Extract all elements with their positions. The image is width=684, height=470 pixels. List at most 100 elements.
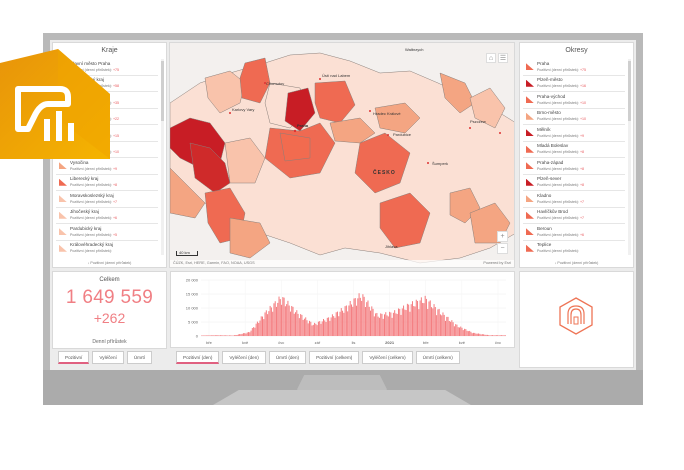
list-item-text: Plzeň-město Pozitivní (denní přírůstek): … — [537, 77, 586, 89]
list-item-metric: Pozitivní (denní přírůstek): — [537, 248, 579, 254]
svg-text:Praha: Praha — [297, 123, 309, 128]
legend-swatch-icon — [526, 145, 534, 153]
chart-tab-umrti-celkem[interactable]: Úmrtí (celkem) — [415, 351, 460, 364]
svg-text:kvě: kvě — [242, 340, 249, 345]
svg-text:bře: bře — [206, 340, 213, 345]
svg-text:2021: 2021 — [385, 340, 395, 345]
map-attribution: ČÚZK, Esri, HERE, Garmin, FAO, NOAA, USG… — [170, 260, 514, 267]
kraje-sort-label[interactable]: ↓ Pozitivní (denní přírůstek) — [87, 261, 132, 265]
metric-value: +5 — [112, 232, 118, 237]
legend-swatch-icon — [526, 96, 534, 104]
list-item[interactable]: Kladno Pozitivní (denní přírůstek): +7 — [523, 191, 625, 208]
svg-text:kvě: kvě — [459, 340, 466, 345]
list-item-name: Vysočina — [70, 159, 89, 165]
metric-value: +10 — [579, 117, 587, 122]
brand-logo-icon — [559, 297, 593, 335]
map-view[interactable]: Praha Pardubice Hradec Králové Karlovy V… — [169, 42, 515, 268]
metric-value: +15 — [112, 133, 120, 138]
metric-value: +16 — [579, 84, 587, 89]
list-item-name: Mladá Boleslav — [537, 143, 569, 149]
list-item-metric: Pozitivní (denní přírůstek): +9 — [537, 133, 584, 139]
metric-value: +9 — [579, 133, 585, 138]
svg-text:čvc: čvc — [278, 340, 284, 345]
chart-tab-umrti-den[interactable]: Úmrtí (den) — [268, 351, 307, 364]
svg-text:0: 0 — [196, 334, 199, 339]
legend-swatch-icon — [526, 129, 534, 137]
list-item[interactable]: Praha-západ Pozitivní (denní přírůstek): … — [523, 158, 625, 175]
list-item-text: Praha-západ Pozitivní (denní přírůstek): … — [537, 160, 584, 172]
metric-label: Pozitivní (denní přírůstek): — [70, 67, 112, 72]
timeseries-chart[interactable]: 0 5 000 10 000 15 000 20 000 bře kvě čvc zář lis 2… — [170, 271, 515, 348]
list-item-metric: Pozitivní (denní přírůstek): +8 — [537, 182, 584, 188]
list-item-text: Praha Pozitivní (denní přírůstek): +75 — [537, 61, 586, 73]
list-item-metric: Pozitivní (denní přírůstek): +8 — [537, 149, 584, 155]
svg-text:Wałbrzych: Wałbrzych — [405, 47, 424, 52]
bar-chart[interactable]: 0 5 000 10 000 15 000 20 000 bře kvě čvc zář lis 2… — [171, 272, 516, 349]
list-item-metric: Pozitivní (denní přírůstek): +9 — [70, 166, 117, 172]
metric-label: Pozitivní (denní přírůstek): — [537, 166, 579, 171]
attribution-text: ČÚZK, Esri, HERE, Garmin, FAO, NOAA, USG… — [173, 261, 255, 265]
chart-tab-vyleceni-celkem[interactable]: Vyléčení (celkem) — [362, 351, 413, 364]
list-item[interactable]: Moravskoslezský kraj Pozitivní (denní pří… — [56, 191, 158, 208]
list-item[interactable]: Jihočeský kraj Pozitivní (denní přírůstek… — [56, 208, 158, 224]
metric-value: +35 — [112, 100, 120, 105]
map-scalebar: 40 km — [176, 251, 198, 256]
kpi-tab-pozitivni[interactable]: Pozitivní — [58, 351, 90, 364]
list-item[interactable]: Liberecký kraj Pozitivní (denní přírůstek… — [56, 175, 158, 191]
list-item[interactable]: Brno-město Pozitivní (denní přírůstek): +… — [523, 109, 625, 125]
legend-swatch-icon — [59, 211, 67, 219]
kpi-panel: Celkem 1 649 559 +262 Denní přírůstek — [52, 271, 167, 349]
chart-tab-pozitivni-celkem[interactable]: Pozitivní (celkem) — [309, 351, 360, 364]
list-item[interactable]: Havlíčkův Brod Pozitivní (denní přírůstek… — [523, 208, 625, 224]
svg-text:Šumperk: Šumperk — [432, 161, 448, 166]
list-item-metric: Pozitivní (denní přírůstek): — [70, 248, 113, 254]
list-item-text: Hlavní město Praha Pozitivní (denní přírů… — [70, 61, 119, 73]
legend-swatch-icon — [526, 244, 534, 252]
list-item-metric: Pozitivní (denní přírůstek): +7 — [537, 199, 584, 205]
list-item-metric: Pozitivní (denní přírůstek): +6 — [70, 215, 117, 221]
okresy-scrollbar[interactable] — [628, 59, 631, 255]
list-item-name: Kladno — [537, 192, 552, 198]
list-item[interactable]: Pardubický kraj Pozitivní (denní přírůste… — [56, 224, 158, 241]
list-item[interactable]: Plzeň-město Pozitivní (denní přírůstek): … — [523, 76, 625, 92]
okresy-list[interactable]: Praha Pozitivní (denní přírůstek): +75 Plz… — [523, 59, 625, 255]
list-item[interactable]: Teplice Pozitivní (denní přírůstek): — [523, 241, 625, 256]
layer-list-button[interactable]: ☰ — [498, 53, 508, 63]
list-item[interactable]: Beroun Pozitivní (denní přírůstek): +6 — [523, 224, 625, 241]
choropleth-map[interactable]: Praha Pardubice Hradec Králové Karlovy V… — [170, 43, 515, 268]
home-button[interactable]: ⌂ — [486, 53, 496, 63]
okresy-scroll-thumb[interactable] — [628, 61, 631, 121]
metric-label: Pozitivní (denní přírůstek): — [537, 100, 579, 105]
svg-text:Chomutov: Chomutov — [266, 81, 284, 86]
dashboard-screen: Kraje Hlavní město Praha Pozitivní (denní… — [50, 40, 636, 370]
kpi-subtitle: Denní přírůstek — [92, 339, 127, 345]
metric-value: +10 — [112, 150, 120, 155]
okresy-sort-label[interactable]: ↓ Pozitivní (denní přírůstek) — [554, 261, 599, 265]
kraje-scrollbar[interactable] — [161, 59, 164, 255]
list-item[interactable]: Mladá Boleslav Pozitivní (denní přírůstek… — [523, 142, 625, 158]
svg-text:ČESKO: ČESKO — [373, 169, 396, 176]
list-item-text: Kladno Pozitivní (denní přírůstek): +7 — [537, 193, 584, 205]
list-item[interactable]: Plzeň-sever Pozitivní (denní přírůstek): … — [523, 175, 625, 191]
list-item-metric: Pozitivní (denní přírůstek): +10 — [537, 100, 586, 106]
powered-by-esri[interactable]: Powered by Esri — [483, 261, 511, 265]
list-item[interactable]: Mělník Pozitivní (denní přírůstek): +9 — [523, 125, 625, 142]
list-item-text: Havlíčkův Brod Pozitivní (denní přírůstek… — [537, 209, 584, 221]
zoom-in-button[interactable]: + — [497, 231, 508, 242]
list-item[interactable]: Praha-východ Pozitivní (denní přírůstek):… — [523, 92, 625, 109]
list-item-metric: Pozitivní (denní přírůstek): +8 — [70, 182, 117, 188]
zoom-out-button[interactable]: − — [497, 243, 508, 254]
list-item[interactable]: Vysočina Pozitivní (denní přírůstek): +9 — [56, 158, 158, 175]
chart-tab-pozitivni-den[interactable]: Pozitivní (den) — [176, 351, 220, 364]
kpi-tab-umrti[interactable]: Úmrtí — [126, 351, 153, 364]
kpi-total: 1 649 559 — [65, 287, 154, 308]
svg-text:Pszczew: Pszczew — [470, 119, 486, 124]
kpi-tab-vyleceni[interactable]: Vyléčení — [92, 351, 124, 364]
chart-tab-vyleceni-den[interactable]: Vyléčení (den) — [222, 351, 266, 364]
legend-swatch-icon — [526, 63, 534, 71]
kraje-scroll-thumb[interactable] — [161, 61, 164, 121]
list-item[interactable]: Královéhradecký kraj Pozitivní (denní pří… — [56, 241, 158, 256]
list-item-text: Vysočina Pozitivní (denní přírůstek): +9 — [70, 160, 117, 172]
list-item[interactable]: Praha Pozitivní (denní přírůstek): +75 — [523, 59, 625, 76]
list-item-text: Moravskoslezský kraj Pozitivní (denní pří… — [70, 193, 117, 205]
